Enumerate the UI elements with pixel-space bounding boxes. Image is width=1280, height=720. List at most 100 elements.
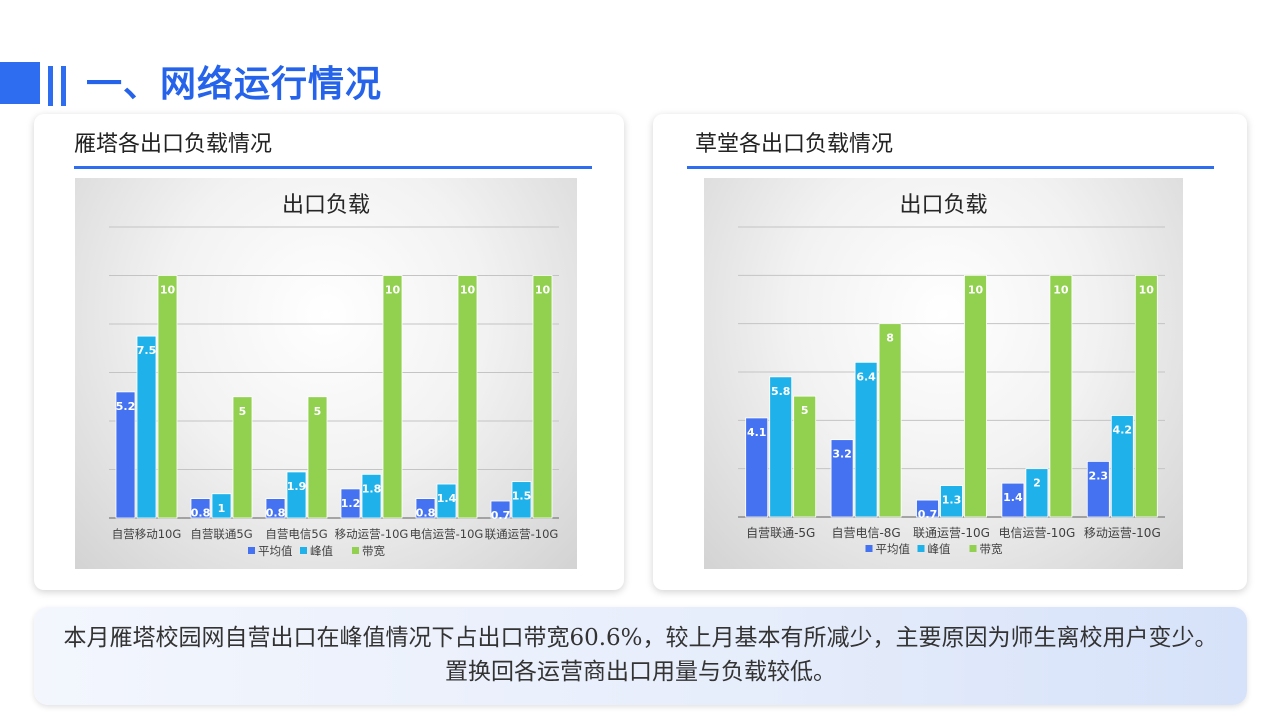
panel-title: 雁塔各出口负载情况 [74,132,273,157]
data-label: 0.8 [191,507,211,520]
data-label: 10 [1139,283,1155,296]
data-label: 10 [968,283,984,296]
bar-peak [1025,468,1049,518]
data-label: 10 [535,284,551,297]
bar-avg [830,439,854,518]
chart-yanta: 出口负载 5.2 7.5 10 自营移动10G 0.8 1 5 自营联通5G 0.8 1.9 5 自营电… [75,178,577,569]
legend-label: 峰值 [928,542,951,556]
category-label: 自营电信-8G [831,526,900,540]
title-accent-stripe [48,66,53,106]
data-label: 5 [801,404,809,417]
data-label: 10 [1053,283,1069,296]
panel-title: 草堂各出口负载情况 [695,132,894,157]
bar-peak [436,483,457,519]
data-label: 4.1 [747,426,767,439]
data-label: 5.2 [116,400,136,413]
bar-peak [211,493,232,519]
data-label: 0.8 [266,507,286,520]
data-label: 3.2 [832,448,852,461]
data-label: 5 [314,405,322,418]
bar-avg [265,498,286,519]
category-label: 移动运营-10G [1084,526,1161,540]
category-label: 电信运营-10G [998,526,1075,540]
category-label: 联通运营-10G [485,527,559,541]
chart-title: 出口负载 [899,193,987,218]
category-label: 自营联通5G [190,527,252,541]
data-label: 1.3 [942,494,962,507]
bar-bandwidth [793,395,817,518]
bar-bandwidth [457,275,478,519]
bar-avg [916,499,939,518]
data-label: 10 [160,284,176,297]
data-label: 8 [886,332,894,345]
bar-peak [511,481,532,519]
bar-peak [1110,415,1134,518]
legend-swatch [865,545,873,552]
data-label: 2.3 [1089,469,1109,482]
bar-peak [136,335,157,519]
data-label: 2 [1033,477,1041,490]
bar-avg [415,498,436,519]
bar-bandwidth [1049,274,1073,518]
bar-avg [745,417,769,518]
category-label: 自营联通-5G [746,526,815,540]
data-label: 4.2 [1113,424,1133,437]
panel-caotang: 草堂各出口负载情况 出口负载 4.1 5.8 5 自营联通-5G 3.2 6.4 8 自营电信-… [653,114,1247,590]
bar-avg [190,498,211,519]
data-label: 6.4 [856,370,876,383]
data-label: 0.8 [416,507,436,520]
chart-svg: 出口负载 5.2 7.5 10 自营移动10G 0.8 1 5 自营联通5G 0.8 1.9 5 自营电… [109,193,559,558]
data-label: 7.5 [137,344,157,357]
page-title: 一、网络运行情况 [86,64,383,105]
title-accent-bar [0,62,40,104]
legend-swatch [917,545,925,552]
bar-avg [1001,482,1025,518]
data-label: 1.4 [1003,491,1023,504]
bar-avg [490,500,511,519]
bar-bandwidth [382,275,403,519]
category-label: 移动运营-10G [335,527,409,541]
chart-title: 出口负载 [282,193,370,218]
data-label: 1.9 [287,480,307,493]
legend-label: 平均值 [876,542,911,556]
panel-divider [74,166,592,169]
summary-text: 本月雁塔校园网自营出口在峰值情况下占出口带宽60.6%，较上月基本有所减少，主要… [63,625,1218,685]
bar-bandwidth [307,396,328,519]
legend-swatch [248,547,255,554]
title-accent-stripe [61,66,66,106]
legend-swatch [969,545,977,552]
bar-bandwidth [878,323,902,518]
bar-peak [361,473,382,519]
legend-label: 峰值 [310,544,333,558]
data-label: 5 [239,405,247,418]
data-label: 0.7 [491,509,511,522]
data-label: 1.2 [341,497,361,510]
data-label: 1.4 [437,492,457,505]
legend-swatch [300,547,307,554]
bar-peak [769,376,793,518]
category-label: 自营移动10G [112,527,182,541]
bar-avg [340,488,361,519]
bar-avg [1086,461,1110,518]
bar-bandwidth [1134,274,1158,518]
bar-bandwidth [964,274,987,518]
bar-avg [115,391,136,519]
data-label: 0.7 [918,508,938,521]
summary-box: 本月雁塔校园网自营出口在峰值情况下占出口带宽60.6%，较上月基本有所减少，主要… [34,607,1247,705]
data-label: 1.8 [362,482,382,495]
legend-swatch [352,547,359,554]
bar-peak [854,361,878,518]
legend-label: 平均值 [258,544,293,558]
category-label: 电信运营-10G [410,527,484,541]
bar-peak [286,471,307,519]
data-label: 1.5 [512,490,532,503]
bar-bandwidth [232,396,253,519]
chart-caotang: 出口负载 4.1 5.8 5 自营联通-5G 3.2 6.4 8 自营电信-8G 0.7 1.3 10… [704,178,1183,569]
bar-peak [940,485,963,518]
bar-bandwidth [157,275,178,519]
bar-bandwidth [532,275,553,519]
data-label: 10 [385,284,401,297]
data-label: 10 [460,284,476,297]
panel-yanta: 雁塔各出口负载情况 出口负载 5.2 7.5 10 自营移动10G 0.8 1 5 自营联通5G… [34,114,624,590]
data-label: 1 [218,502,226,515]
